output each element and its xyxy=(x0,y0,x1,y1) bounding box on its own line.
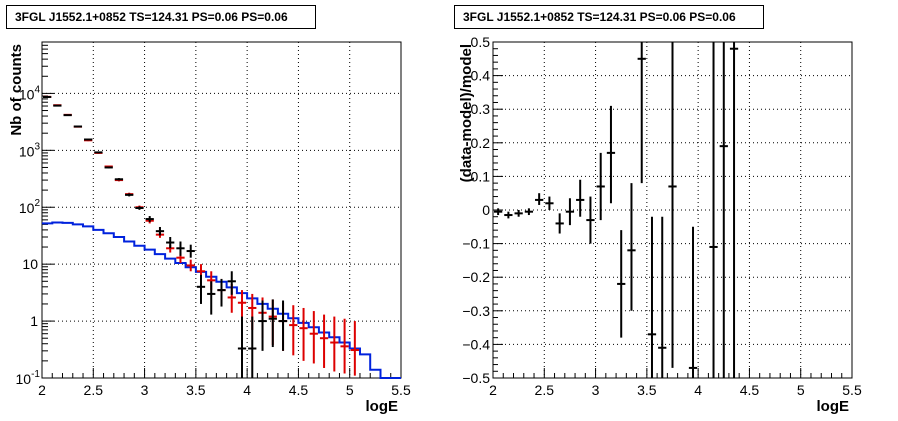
residual-point xyxy=(596,152,605,221)
residual-point xyxy=(668,42,677,368)
model-step-line xyxy=(42,221,401,379)
x-axis-title: logE xyxy=(366,398,399,415)
counts-plot: 2 2.5 3 3.5 4 4.5 5 5.5 10-1 1 10 102 103 104 logE Nb o… xyxy=(8,41,411,415)
residual-point xyxy=(719,42,728,378)
x-tick-label: 3.5 xyxy=(186,382,206,398)
data-point xyxy=(84,138,93,141)
x-tick-label: 5.5 xyxy=(842,382,862,398)
x-tick-label: 4 xyxy=(694,382,702,398)
residual-point xyxy=(688,226,698,378)
y-tick-label: 0.5 xyxy=(471,34,491,50)
residual-point xyxy=(637,42,646,184)
x-tick-label: 3 xyxy=(592,382,600,398)
x-axis-title: logE xyxy=(817,398,850,415)
x-tick-label: 2.5 xyxy=(84,382,104,398)
residual-point xyxy=(524,208,534,216)
residual-point xyxy=(709,42,718,378)
y-tick-label: 103 xyxy=(19,141,41,159)
x-tick-label: 2.5 xyxy=(535,382,555,398)
residual-point xyxy=(606,105,616,204)
counts-plot-title: 3FGL J1552.1+0852 TS=124.31 PS=0.06 PS=0… xyxy=(6,5,316,29)
residual-point xyxy=(514,210,523,217)
data-point xyxy=(73,125,83,128)
x-tick-label: 4.5 xyxy=(289,382,309,398)
residual-point xyxy=(617,230,626,338)
model-point xyxy=(237,290,247,322)
residuals-plot: 2 2.5 3 3.5 4 4.5 5 5.5 −0.5 −0.4 −0.3 −0.2 −0.1 0 0.1… xyxy=(458,34,862,415)
residual-point xyxy=(729,42,739,378)
data-point xyxy=(94,151,103,154)
data-point xyxy=(53,104,62,107)
data-point xyxy=(176,241,185,256)
x-tick-label: 2 xyxy=(38,382,46,398)
y-tick-label: −0.4 xyxy=(462,336,490,352)
data-point xyxy=(63,114,72,117)
x-tick-label: 2 xyxy=(489,382,497,398)
model-point xyxy=(299,307,308,361)
residual-point xyxy=(545,196,554,210)
data-point xyxy=(278,300,288,351)
residual-point xyxy=(504,211,513,219)
y-axis-title: Nb of counts xyxy=(8,44,25,136)
x-tick-label: 4.5 xyxy=(740,382,760,398)
model-point xyxy=(350,321,359,376)
data-point xyxy=(227,271,236,295)
y-tick-label: 0.2 xyxy=(471,135,491,151)
model-point xyxy=(330,316,339,372)
y-tick-label: −0.1 xyxy=(462,236,490,252)
residual-point xyxy=(647,216,657,378)
data-point xyxy=(186,244,195,258)
y-tick-label: 102 xyxy=(19,198,41,216)
model-point xyxy=(186,259,195,272)
model-point xyxy=(289,305,298,356)
model-point xyxy=(340,318,349,374)
y-tick-label: 0.4 xyxy=(471,68,491,84)
data-point xyxy=(43,95,52,98)
data-point xyxy=(248,316,257,378)
data-point xyxy=(258,300,267,351)
residual-point xyxy=(555,213,564,234)
model-point xyxy=(319,314,329,368)
x-tick-label: 3 xyxy=(141,382,149,398)
x-tick-label: 5 xyxy=(797,382,805,398)
residuals-plot-title: 3FGL J1552.1+0852 TS=124.31 PS=0.06 PS=0… xyxy=(454,5,764,29)
data-point xyxy=(114,178,124,181)
data-point xyxy=(135,206,144,210)
y-tick-label: 0 xyxy=(482,202,490,218)
y-tick-label: −0.5 xyxy=(462,370,490,386)
x-tick-label: 5.5 xyxy=(391,382,411,398)
plot-area xyxy=(42,42,401,378)
data-point xyxy=(125,193,134,197)
data-point xyxy=(217,278,226,307)
y-tick-label: −0.3 xyxy=(462,303,490,319)
x-tick-label: 4 xyxy=(243,382,251,398)
y-tick-label: 1 xyxy=(30,313,38,329)
residual-point xyxy=(658,216,667,378)
residual-point xyxy=(586,196,595,244)
residual-point xyxy=(494,208,503,216)
data-point xyxy=(166,237,175,249)
model-point xyxy=(309,311,318,364)
data-point xyxy=(196,274,206,304)
y-tick-label: 10 xyxy=(22,256,38,272)
y-axis-title: (data-model)/model xyxy=(458,44,475,182)
data-point xyxy=(104,166,113,169)
data-point xyxy=(237,316,247,378)
data-point xyxy=(155,226,165,236)
data-point xyxy=(145,216,154,223)
y-tick-label: −0.2 xyxy=(462,269,490,285)
residual-point xyxy=(535,193,544,205)
data-point xyxy=(268,299,277,348)
residual-point xyxy=(627,183,636,311)
y-tick-label: 104 xyxy=(19,84,41,102)
x-tick-label: 5 xyxy=(346,382,354,398)
residual-point xyxy=(565,198,575,226)
y-tick-label: 0.1 xyxy=(471,168,491,184)
x-tick-label: 3.5 xyxy=(637,382,657,398)
y-tick-label: 10-1 xyxy=(16,369,41,387)
y-tick-label: 0.3 xyxy=(471,101,491,117)
data-point xyxy=(207,281,216,315)
residual-point xyxy=(576,179,585,217)
